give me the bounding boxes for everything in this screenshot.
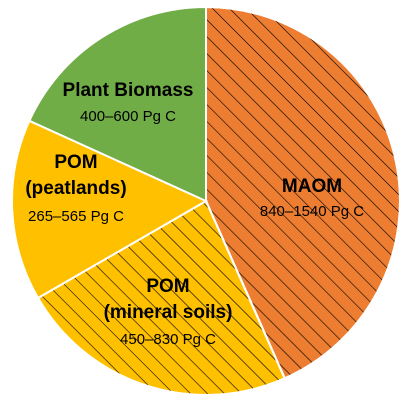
slice-label-pom-mineral-line2: (mineral soils) (104, 302, 233, 323)
pie-slice-plant-biomass (28, 5, 207, 203)
slice-value-plant-biomass: 400–600 Pg C (80, 108, 176, 125)
slice-value-pom-mineral: 450–830 Pg C (120, 331, 216, 348)
pie-slice-hatch-maom (205, 5, 401, 380)
slice-value-maom: 840–1540 Pg C (260, 203, 364, 220)
pie-slices (11, 5, 401, 396)
pie-slice-hatch-pom-mineral-soils (36, 199, 287, 396)
slice-label-pom-peat-line2: (peatlands) (25, 178, 126, 199)
slice-label-maom: MAOM (282, 176, 342, 197)
pie-slice-pom-peatlands (11, 119, 209, 300)
slice-label-plant-biomass: Plant Biomass (63, 80, 194, 101)
slice-label-pom-mineral-line1: POM (146, 276, 189, 297)
slice-label-pom-peat-line1: POM (54, 152, 97, 173)
slice-value-pom-peat: 265–565 Pg C (28, 208, 124, 225)
